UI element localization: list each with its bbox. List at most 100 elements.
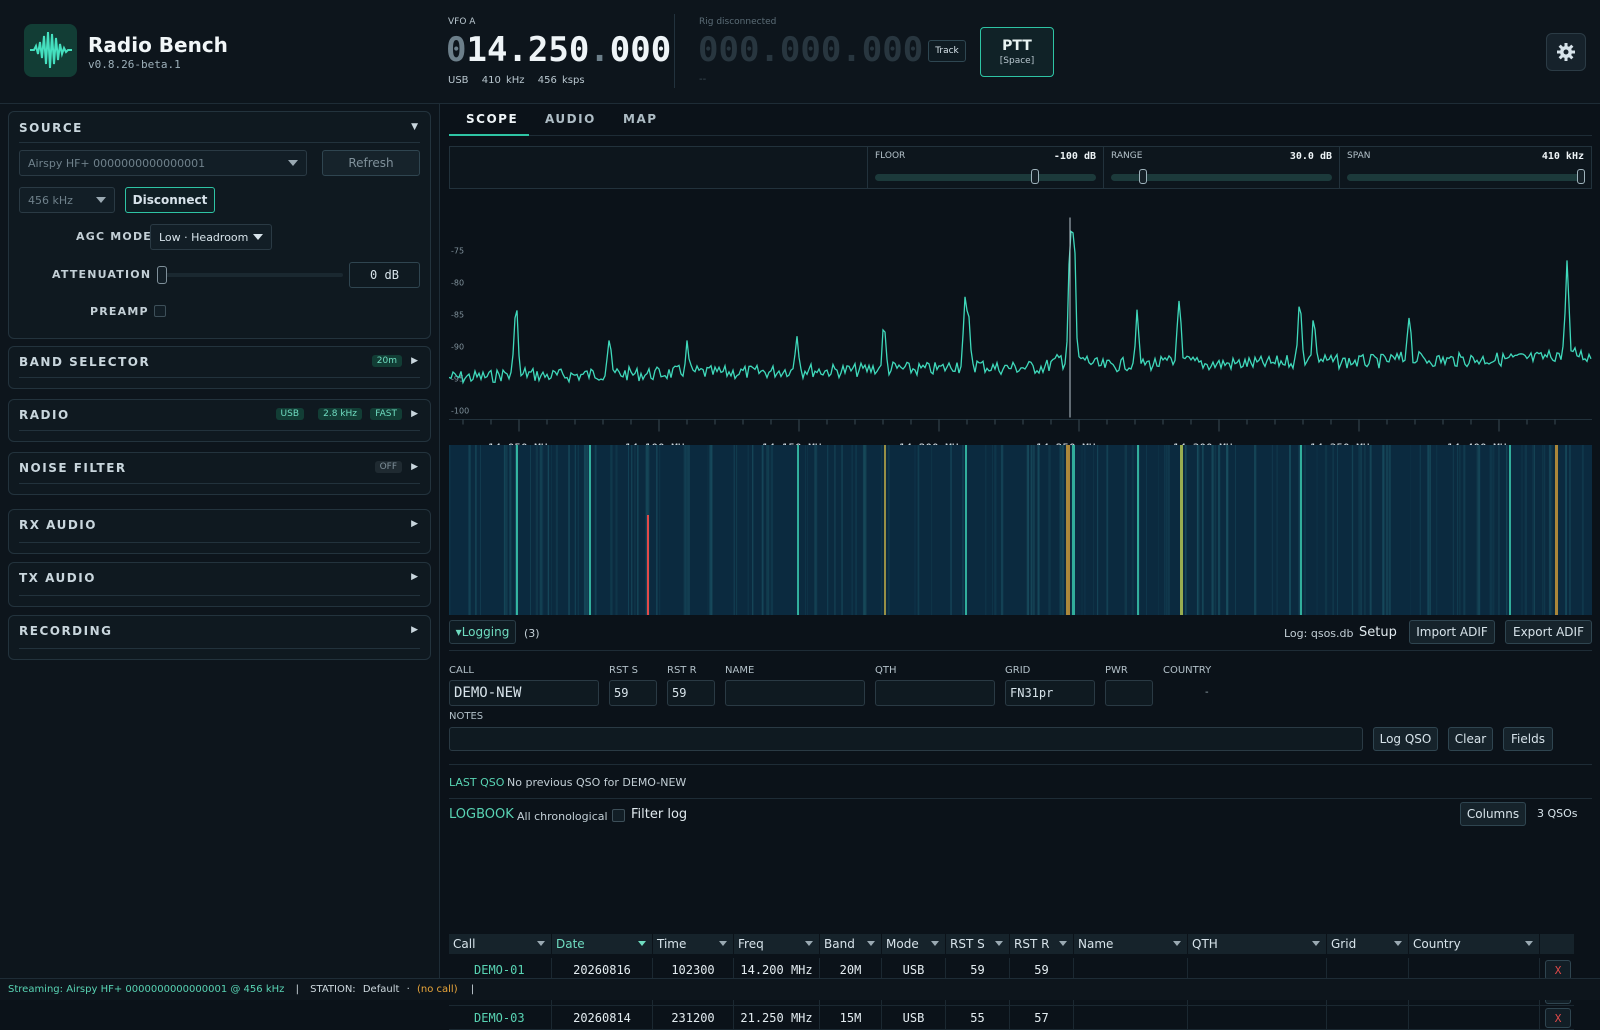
waterfall-streak (1125, 445, 1127, 615)
preamp-checkbox[interactable] (154, 305, 166, 317)
waterfall-streak (747, 445, 749, 615)
tab-scope[interactable]: SCOPE (466, 112, 519, 126)
waterfall-streak (962, 445, 964, 615)
column-header[interactable]: Grid (1327, 934, 1409, 954)
collapsible-panel[interactable]: RECORDING ▶ (8, 615, 431, 660)
waterfall-streak (766, 445, 768, 615)
clear-button[interactable]: Clear (1448, 727, 1493, 751)
rst-rcvd-input[interactable]: 59 (667, 680, 715, 706)
refresh-button[interactable]: Refresh (322, 150, 420, 176)
collapsible-panel[interactable]: NOISE FILTER ▶ OFF (8, 452, 431, 495)
notes-input[interactable] (449, 727, 1363, 751)
waterfall-streak (841, 445, 843, 615)
table-cell: 15M (820, 1006, 882, 1030)
agc-mode-select[interactable]: Low · Headroom (150, 224, 272, 250)
waterfall-signal (516, 445, 518, 615)
ptt-button[interactable]: PTT [Space] (980, 27, 1054, 77)
column-header[interactable]: Call (449, 934, 552, 954)
waterfall-display[interactable] (449, 445, 1592, 615)
column-header-label: Country (1413, 937, 1461, 951)
waterfall-streak (1452, 445, 1454, 615)
qth-input[interactable] (875, 680, 995, 706)
rst-sent-input[interactable]: 59 (609, 680, 657, 706)
column-header[interactable]: RST R (1010, 934, 1074, 954)
collapsible-panel[interactable]: TX AUDIO ▶ (8, 562, 431, 607)
collapsible-panel[interactable]: RX AUDIO ▶ (8, 509, 431, 554)
settings-button[interactable] (1546, 33, 1586, 71)
source-panel: SOURCE ▼ Airspy HF+ 0000000000000001 Ref… (8, 111, 431, 339)
tab-audio[interactable]: AUDIO (545, 112, 596, 126)
chevron-down-icon[interactable]: ▼ (411, 122, 418, 132)
power-label: PWR (1105, 665, 1128, 676)
waterfall-streak (709, 445, 712, 615)
waterfall-streak (1498, 445, 1500, 615)
floor-slider-handle[interactable] (1031, 169, 1040, 184)
source-title[interactable]: SOURCE (19, 121, 83, 135)
disconnect-button[interactable]: Disconnect (125, 187, 215, 213)
chevron-right-icon: ▶ (411, 519, 418, 529)
delete-row-button[interactable]: X (1545, 1008, 1571, 1028)
waterfall-streak (1364, 445, 1366, 615)
sidebar: SOURCE ▼ Airspy HF+ 0000000000000001 Ref… (0, 104, 440, 978)
table-row[interactable]: DEMO-03 20260814 231200 21.250 MHz 15M USB 55 5… (449, 1006, 1574, 1030)
import-adif-button[interactable]: Import ADIF (1409, 620, 1495, 644)
panel-title: NOISE FILTER (19, 461, 127, 475)
panel-title: RADIO (19, 408, 70, 422)
logbook-order: All chronological (517, 810, 608, 823)
track-button[interactable]: Track (928, 40, 966, 62)
power-input[interactable] (1105, 680, 1153, 706)
attenuation-slider-handle[interactable] (157, 266, 167, 284)
range-slider[interactable] (1111, 174, 1332, 181)
attenuation-value[interactable]: 0 dB (349, 262, 420, 288)
grid-input[interactable]: FN31pr (1005, 680, 1095, 706)
table-row[interactable]: DEMO-01 20260816 102300 14.200 MHz 20M USB 59 5… (449, 958, 1574, 982)
collapsible-panel[interactable]: BAND SELECTOR ▶ 20m (8, 346, 431, 389)
rate-select[interactable]: 456 kHz (19, 187, 115, 213)
panel-divider (19, 542, 420, 543)
floor-slider[interactable] (875, 174, 1096, 181)
range-slider-handle[interactable] (1138, 169, 1147, 184)
logging-toggle-button[interactable]: ▾ Logging (449, 620, 516, 644)
streaming-status: Streaming: Airspy HF+ 0000000000000001 @… (8, 984, 285, 995)
delete-row-button[interactable]: X (1545, 960, 1571, 980)
log-qso-button[interactable]: Log QSO (1373, 727, 1438, 751)
filter-log-checkbox[interactable] (612, 809, 625, 822)
name-input[interactable] (725, 680, 865, 706)
column-header[interactable]: Freq (734, 934, 820, 954)
waterfall-streak (1489, 445, 1492, 615)
filter-log-label[interactable]: Filter log (631, 807, 688, 822)
column-header[interactable]: QTH (1188, 934, 1327, 954)
table-cell: 55 (946, 1006, 1010, 1030)
setup-link[interactable]: Setup (1359, 625, 1397, 640)
column-header[interactable]: Country (1409, 934, 1540, 954)
column-header[interactable]: Mode (882, 934, 946, 954)
device-select[interactable]: Airspy HF+ 0000000000000001 (19, 150, 307, 176)
span-slider[interactable] (1347, 174, 1584, 181)
collapsible-panel[interactable]: RADIO ▶ FAST 2.8 kHz USB (8, 399, 431, 442)
attenuation-slider[interactable] (157, 273, 343, 277)
vfo-mode: USB (448, 75, 469, 86)
vfo-frequency[interactable]: 014.250.000 (446, 30, 671, 70)
column-header[interactable]: Band (820, 934, 882, 954)
waterfall-streak (577, 445, 579, 615)
floor-value: -100 dB (1053, 151, 1096, 162)
tab-map[interactable]: MAP (623, 112, 658, 126)
waterfall-streak (1382, 445, 1384, 615)
chevron-down-icon (995, 941, 1003, 946)
column-header[interactable]: Date (552, 934, 653, 954)
export-adif-button[interactable]: Export ADIF (1505, 620, 1592, 644)
span-slider-handle[interactable] (1577, 169, 1585, 184)
column-header[interactable]: RST S (946, 934, 1010, 954)
waterfall-streak (1214, 445, 1217, 615)
column-header[interactable]: Name (1074, 934, 1188, 954)
waterfall-streak (950, 445, 952, 615)
call-input[interactable]: DEMO-NEW (449, 680, 599, 706)
range-label: RANGE (1111, 151, 1143, 161)
waterfall-streak (1549, 445, 1551, 615)
fields-button[interactable]: Fields (1503, 727, 1553, 751)
columns-button[interactable]: Columns (1460, 802, 1526, 826)
column-header[interactable]: Time (653, 934, 734, 954)
column-header-label: QTH (1192, 937, 1218, 951)
spectrum-trace (449, 230, 1592, 385)
table-cell (1327, 958, 1409, 982)
